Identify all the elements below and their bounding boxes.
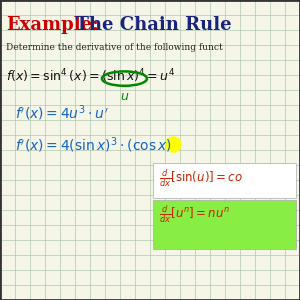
FancyBboxPatch shape — [153, 200, 296, 249]
Text: $f'(x) = 4u^3 \cdot u'$: $f'(x) = 4u^3 \cdot u'$ — [15, 103, 109, 123]
Text: $f(x) = \sin^4(x) = (\sin x)^4 = u^4$: $f(x) = \sin^4(x) = (\sin x)^4 = u^4$ — [6, 68, 175, 85]
Text: $u$: $u$ — [120, 90, 129, 103]
Text: $f'(x) = 4(\sin x)^3 \cdot (\cos x)$: $f'(x) = 4(\sin x)^3 \cdot (\cos x)$ — [15, 135, 172, 154]
Circle shape — [166, 137, 181, 152]
Text: Example:: Example: — [6, 16, 99, 34]
Text: $\frac{d}{dx}[u^n] = nu^n$: $\frac{d}{dx}[u^n] = nu^n$ — [159, 203, 230, 225]
Text: Determine the derivative of the following funct: Determine the derivative of the followin… — [6, 44, 223, 52]
FancyBboxPatch shape — [153, 164, 296, 198]
Text: $\frac{d}{dx}[\sin(u)] = co$: $\frac{d}{dx}[\sin(u)] = co$ — [159, 167, 243, 189]
Text: The Chain Rule: The Chain Rule — [63, 16, 232, 34]
